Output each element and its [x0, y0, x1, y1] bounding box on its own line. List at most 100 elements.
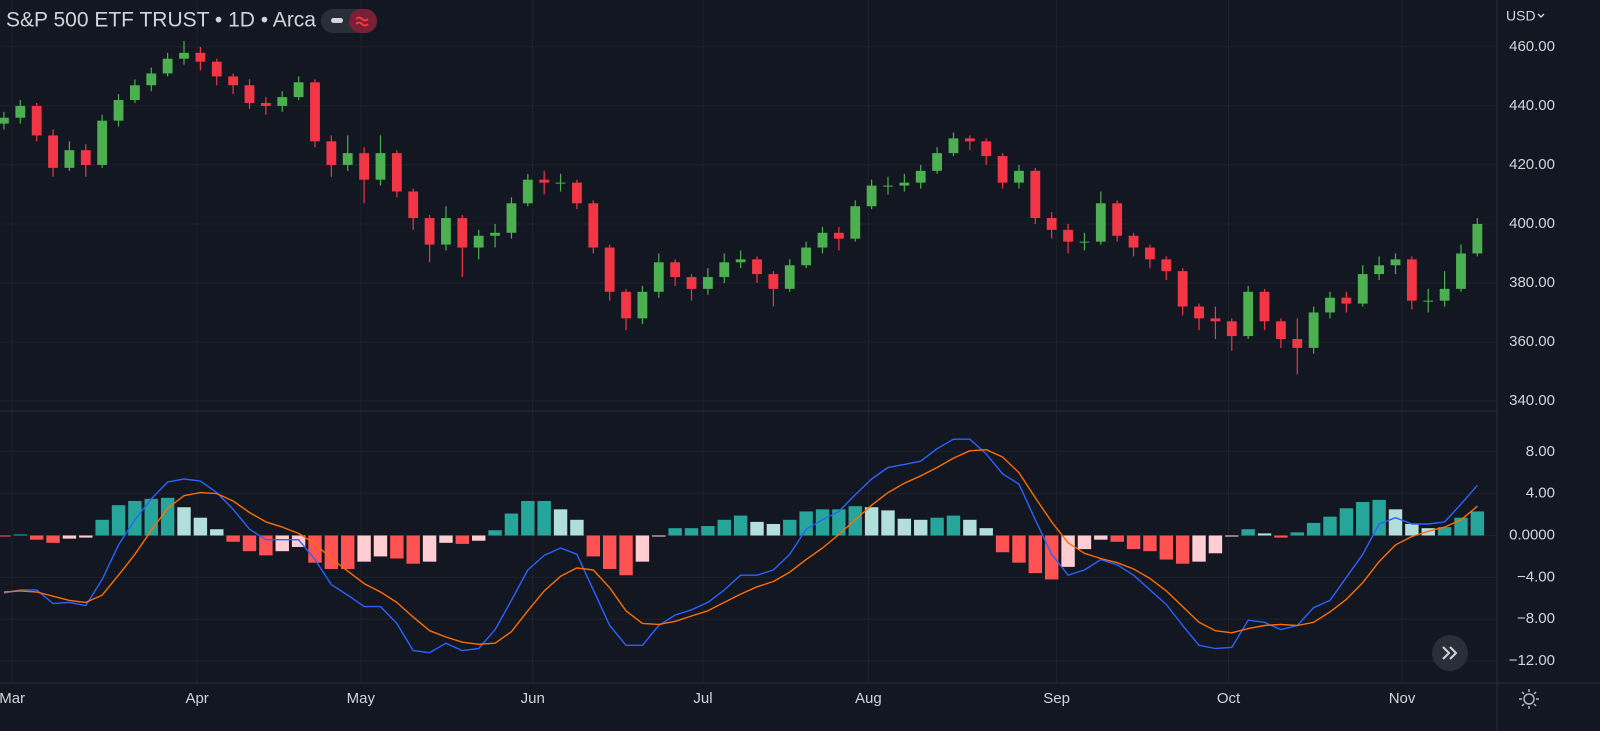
candle-body — [964, 138, 975, 142]
candle-body — [1325, 297, 1335, 313]
candle-body — [375, 153, 386, 180]
candle-body — [179, 52, 189, 59]
candle-body — [866, 185, 877, 207]
candle-body — [506, 203, 517, 233]
candle-body — [424, 218, 435, 245]
histogram-bar — [29, 535, 44, 540]
histogram-bar — [46, 535, 60, 543]
candle-body — [1456, 253, 1466, 289]
y-tick-label: 460.00 — [1509, 38, 1555, 55]
histogram-bar — [995, 535, 1010, 553]
y-tick-label: 440.00 — [1509, 97, 1555, 114]
candle-body — [277, 97, 288, 106]
candle-body — [997, 156, 1008, 183]
candle-body — [0, 117, 9, 124]
candle-body — [833, 232, 844, 239]
candle-body — [981, 141, 992, 157]
histogram-bar — [439, 535, 453, 543]
histogram-bar — [291, 535, 306, 547]
candle-body — [326, 141, 337, 165]
candle-body — [1308, 312, 1319, 348]
axis-layer: 340.00 360.00 380.00 400.00 420.00 440.00 460.… — [0, 38, 1555, 707]
histogram-bar — [864, 507, 879, 536]
histogram-bar — [586, 535, 601, 557]
sun-core[interactable] — [1523, 693, 1535, 705]
scroll-to-latest[interactable] — [1432, 635, 1468, 671]
candle-body — [195, 52, 206, 62]
histogram-bar — [1470, 511, 1485, 536]
y-tick-label: −8.00 — [1517, 610, 1555, 627]
histogram-bar — [684, 528, 699, 536]
candle-body — [1030, 170, 1041, 219]
candle-body — [883, 185, 893, 187]
candle-body — [31, 105, 42, 136]
histogram-bar — [390, 535, 404, 559]
histogram-bar — [160, 497, 175, 536]
candle-body — [228, 76, 239, 86]
candle-body — [555, 182, 566, 184]
histogram-bar — [799, 511, 813, 536]
histogram-bar — [1388, 509, 1403, 536]
histogram-bar — [0, 535, 11, 537]
x-tick-label: Mar — [0, 690, 25, 707]
histogram-bar — [537, 500, 551, 536]
toggle-minus — [331, 18, 343, 23]
candle-body — [572, 182, 582, 204]
candle-body — [850, 206, 861, 239]
histogram-bar — [521, 500, 535, 536]
candle-body — [1226, 321, 1237, 337]
histogram-bar — [1077, 535, 1092, 550]
histogram-bar — [1012, 535, 1026, 563]
theme-toggle[interactable] — [1519, 689, 1539, 709]
x-tick-label: Aug — [855, 690, 882, 707]
candle-body — [588, 203, 599, 248]
candle-body — [113, 100, 124, 121]
y-tick-label: −12.00 — [1509, 652, 1555, 669]
candle-body — [1390, 259, 1401, 266]
histogram-bar — [62, 535, 77, 539]
candle-body — [1275, 321, 1286, 340]
candle-body — [719, 262, 730, 278]
histogram-bar — [259, 535, 273, 556]
candle-body — [539, 179, 550, 183]
candle-body — [604, 247, 615, 292]
histogram-bar — [881, 510, 895, 536]
candle-body — [621, 291, 631, 319]
histogram-bar — [635, 535, 650, 562]
currency-label[interactable]: USD — [1506, 8, 1536, 24]
histogram-bar — [717, 519, 731, 536]
candle-body — [1341, 297, 1352, 304]
histogram-bar — [1372, 499, 1386, 536]
candle-body — [162, 58, 173, 74]
candle-body — [1292, 339, 1303, 348]
candle-body — [1439, 288, 1450, 301]
x-tick-label: Apr — [185, 690, 208, 707]
candle-body — [1161, 259, 1172, 272]
histogram-bar — [1225, 535, 1239, 537]
histogram-bar — [226, 535, 240, 542]
candle-body — [146, 73, 157, 86]
candle-body — [702, 277, 713, 289]
candle-body — [948, 138, 959, 154]
histogram-bar — [733, 515, 748, 536]
candle-body — [48, 135, 58, 168]
candle-body — [1046, 218, 1057, 230]
candle-body — [80, 150, 91, 165]
candle-body — [1014, 170, 1024, 183]
histogram-bar — [701, 526, 715, 536]
candle-body — [97, 120, 108, 165]
symbol-title: S&P 500 ETF TRUST • 1D • Arca — [6, 9, 316, 32]
histogram-bar — [373, 535, 388, 557]
histogram-bar — [128, 500, 142, 536]
histogram-bar — [750, 521, 764, 536]
histogram-bar — [914, 519, 928, 536]
candle-body — [735, 259, 746, 263]
candle-body — [1095, 203, 1106, 242]
histogram-bar — [1274, 535, 1288, 538]
candle-body — [768, 274, 779, 289]
candle-body — [1357, 274, 1368, 304]
histogram-bar — [1061, 535, 1075, 567]
indicator-toggle[interactable] — [321, 9, 377, 33]
